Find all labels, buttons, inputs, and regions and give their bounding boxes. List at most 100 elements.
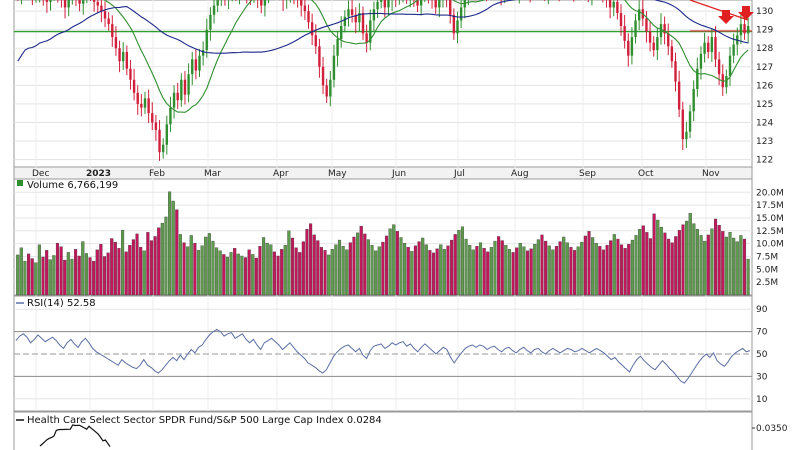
volume-bar <box>189 235 193 296</box>
volume-bar <box>128 245 132 296</box>
volume-bar <box>504 245 508 296</box>
candle <box>409 0 411 8</box>
rsi-title-group: RSI(14) 52.58 <box>16 298 96 309</box>
candle <box>500 0 502 6</box>
volume-bar <box>547 245 551 296</box>
candle <box>670 39 674 68</box>
volume-bar <box>475 246 479 296</box>
volume-bar <box>131 239 135 296</box>
candle <box>354 7 357 34</box>
volume-bar <box>204 236 208 296</box>
candle <box>434 0 437 14</box>
volume-bar <box>139 247 143 296</box>
volume-bar <box>576 246 580 296</box>
volume-bar <box>410 251 414 296</box>
candle <box>180 73 183 107</box>
candle <box>387 0 390 16</box>
candle <box>201 41 205 66</box>
xtick-label: Sep <box>579 169 596 179</box>
volume-bar <box>272 251 276 296</box>
candle <box>692 80 695 122</box>
volume-bar <box>330 249 334 296</box>
volume-bar <box>612 234 616 296</box>
candle <box>75 0 77 7</box>
volume-bar <box>121 230 125 296</box>
candle <box>630 27 634 65</box>
candle <box>20 0 22 5</box>
volume-bar <box>601 249 606 296</box>
candle <box>419 0 423 16</box>
volume-bar <box>544 240 548 296</box>
volume-bar <box>262 237 266 296</box>
candle <box>107 12 110 31</box>
volume-bar <box>16 254 20 296</box>
volume-bar <box>598 246 602 296</box>
ratio-ytick-label: 0.0350 <box>756 424 788 434</box>
volume-bar <box>721 231 725 296</box>
candle <box>318 38 321 78</box>
candle <box>449 0 452 24</box>
candle <box>329 71 332 107</box>
volume-bar <box>724 236 728 296</box>
candle <box>681 101 684 151</box>
candle <box>395 0 397 7</box>
volume-bar <box>84 253 88 296</box>
volume-bar <box>294 247 298 296</box>
candle <box>369 9 372 51</box>
volume-bar <box>446 245 450 296</box>
volume-bar <box>580 241 584 296</box>
volume-bar <box>186 246 190 296</box>
candle <box>743 17 746 40</box>
candle <box>714 26 717 67</box>
volume-bar <box>648 238 653 296</box>
volume-bar <box>482 248 486 296</box>
volume-bar <box>229 252 233 296</box>
volume-bar <box>345 249 349 296</box>
volume-bar <box>674 236 678 296</box>
candle <box>63 0 67 19</box>
volume-bar <box>739 235 743 296</box>
xtick-label: Nov <box>702 169 720 179</box>
volume-bar <box>572 250 577 296</box>
ratio-line <box>39 424 111 447</box>
volume-bar <box>630 239 634 296</box>
candle <box>376 0 379 18</box>
rsi-line <box>15 328 751 384</box>
candle <box>293 0 295 5</box>
volume-bar <box>334 244 338 296</box>
candle <box>125 45 129 76</box>
volume-bar <box>225 256 229 296</box>
candle <box>372 1 376 32</box>
volume-bar <box>735 241 739 296</box>
candle <box>721 64 724 96</box>
volume-bar <box>384 235 389 296</box>
candle <box>438 0 441 18</box>
candle <box>406 0 408 4</box>
volume-bar <box>706 234 710 296</box>
resistance-trendline <box>689 0 749 21</box>
volume-bar <box>233 248 237 296</box>
candle <box>379 0 383 9</box>
candle <box>442 0 444 8</box>
candle <box>42 0 44 6</box>
volume-bar <box>431 252 436 296</box>
volume-bar <box>536 239 540 296</box>
volume-bar <box>645 232 649 296</box>
volume-bar <box>746 258 750 296</box>
volume-bar <box>99 243 103 296</box>
volume-bar <box>157 227 161 296</box>
candle <box>321 56 325 95</box>
candle <box>154 114 158 141</box>
volume-bar <box>146 232 150 296</box>
candle <box>361 6 365 40</box>
xtick-label: Jul <box>453 169 465 179</box>
candle <box>260 0 263 14</box>
xtick-label: Dec <box>32 169 49 179</box>
volume-bar <box>406 247 410 296</box>
volume-bar <box>677 230 681 296</box>
volume-bar <box>688 213 692 296</box>
candle <box>627 33 630 67</box>
volume-bar <box>59 246 63 296</box>
volume-bar <box>236 253 240 296</box>
volume-bar <box>695 229 700 296</box>
